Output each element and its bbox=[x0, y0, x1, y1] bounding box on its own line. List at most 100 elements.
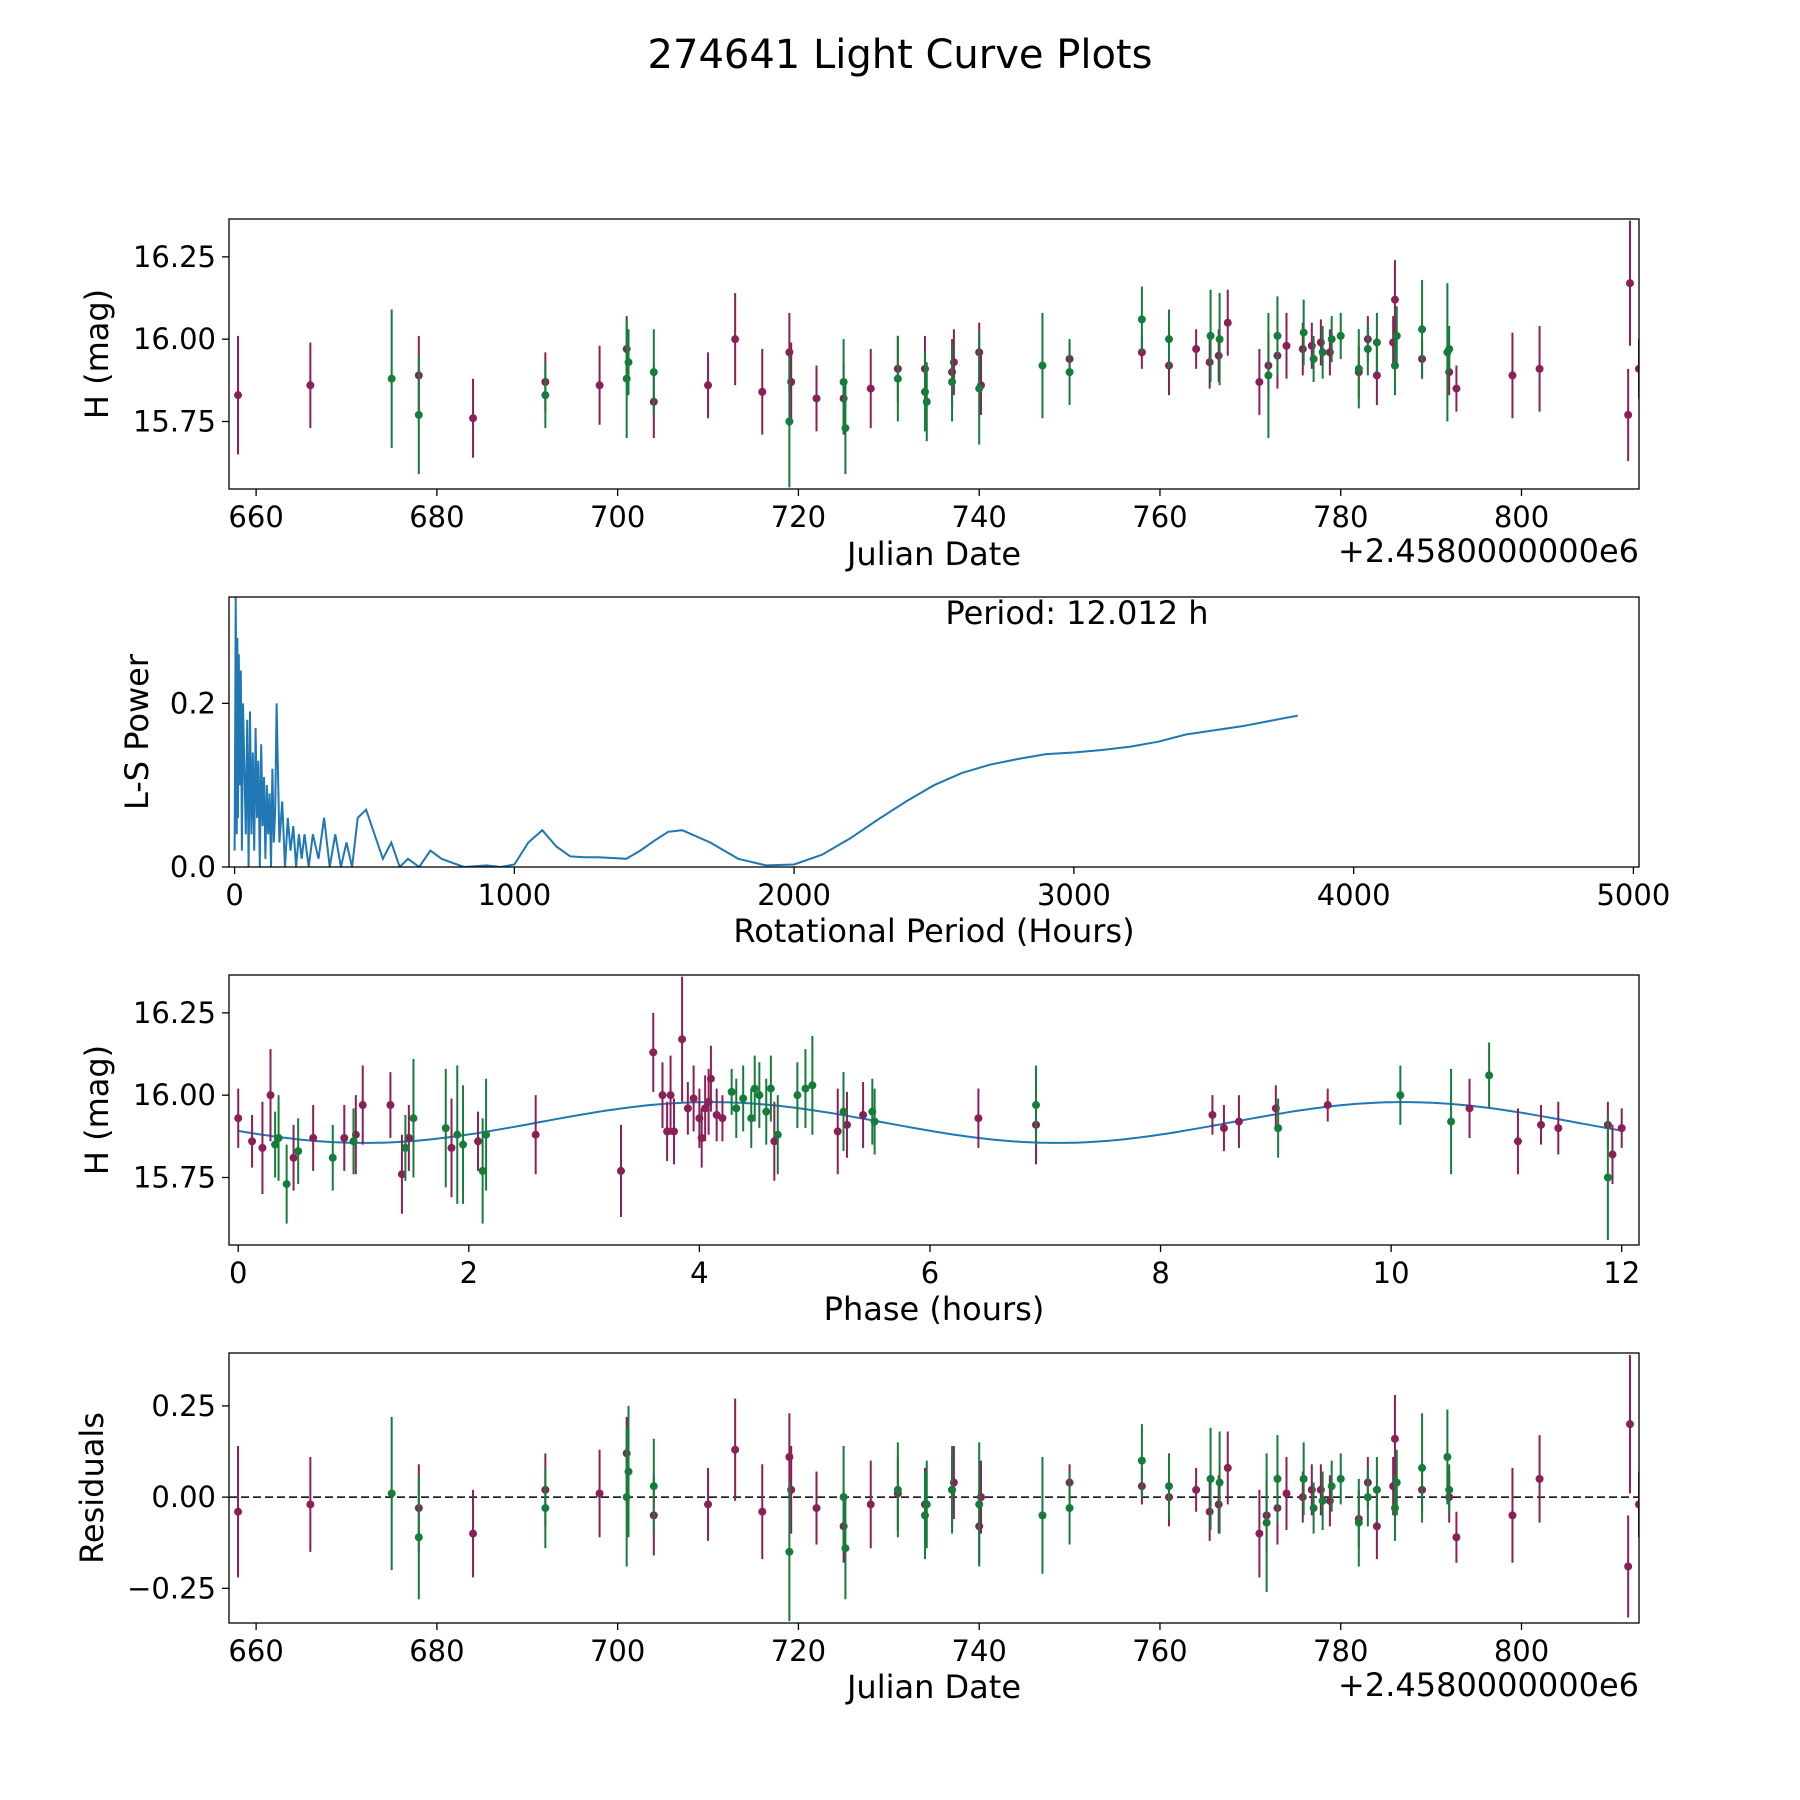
phased-x-tick-label: 6 bbox=[921, 1256, 939, 1290]
lightcurve-data-point bbox=[414, 410, 423, 419]
residuals-data-point bbox=[1206, 1474, 1215, 1483]
lightcurve-data-point bbox=[1282, 341, 1291, 350]
lightcurve-data-point bbox=[1625, 279, 1634, 288]
phased-data-point bbox=[1485, 1071, 1494, 1080]
phased-data-point bbox=[666, 1091, 675, 1100]
residuals-y-tick-label: −0.25 bbox=[127, 1571, 216, 1605]
residuals-data-point bbox=[866, 1500, 875, 1509]
periodogram-plot-area bbox=[233, 597, 1298, 867]
lightcurve-data-point bbox=[704, 381, 713, 390]
phased-x-axis: 0 2 4 6 8 10 12 bbox=[229, 1245, 1640, 1290]
residuals-data-point bbox=[1535, 1474, 1544, 1483]
phased-y-tick-label: 15.75 bbox=[133, 1161, 216, 1195]
phased-y-tick-label: 16.00 bbox=[133, 1078, 216, 1112]
lightcurve-x-axis: 660 680 700 720 740 760 780 800 bbox=[228, 489, 1549, 534]
lightcurve-data-point bbox=[469, 414, 478, 423]
phased-data-point bbox=[697, 1133, 706, 1142]
residuals-y-label: Residuals bbox=[73, 1412, 111, 1564]
residuals-data-point bbox=[731, 1445, 740, 1454]
phased-data-point bbox=[766, 1084, 775, 1093]
phased-data-point bbox=[1208, 1110, 1217, 1119]
residuals-plot-area bbox=[229, 1354, 1639, 1622]
lightcurve-x-label: Julian Date bbox=[845, 535, 1021, 573]
periodogram-x-tick-label: 0 bbox=[225, 878, 243, 912]
phased-data-point bbox=[1513, 1137, 1522, 1146]
residuals-x-axis: 660 680 700 720 740 760 780 800 bbox=[228, 1623, 1549, 1668]
residuals-data-point bbox=[1327, 1482, 1336, 1491]
phased-data-point bbox=[1323, 1101, 1332, 1110]
lightcurve-x-tick-label: 720 bbox=[771, 500, 826, 534]
phased-data-point bbox=[266, 1091, 275, 1100]
lightcurve-data-point bbox=[1038, 361, 1047, 370]
lightcurve-data-point bbox=[975, 384, 984, 393]
lightcurve-data-point bbox=[1390, 295, 1399, 304]
residuals-data-point bbox=[1038, 1511, 1047, 1520]
lightcurve-data-point bbox=[387, 374, 396, 383]
lightcurve-plot-area bbox=[234, 220, 1639, 488]
residuals-x-tick-label: 700 bbox=[590, 1634, 645, 1668]
phased-data-point bbox=[289, 1153, 298, 1162]
phased-data-point bbox=[755, 1091, 764, 1100]
periodogram-y-tick-label: 0.2 bbox=[170, 686, 216, 720]
residuals-data-point bbox=[1418, 1463, 1427, 1472]
residuals-data-point bbox=[841, 1544, 850, 1553]
phased-data-point bbox=[358, 1101, 367, 1110]
lightcurve-x-tick-label: 760 bbox=[1132, 500, 1187, 534]
residuals-data-point bbox=[1318, 1496, 1327, 1505]
phased-data-point bbox=[271, 1140, 280, 1149]
residuals-data-point bbox=[1273, 1474, 1282, 1483]
residuals-data-point bbox=[893, 1485, 902, 1494]
phased-data-point bbox=[683, 1104, 692, 1113]
phased-x-tick-label: 8 bbox=[1151, 1256, 1169, 1290]
residuals-data-point bbox=[1363, 1493, 1372, 1502]
residuals-x-tick-label: 740 bbox=[952, 1634, 1007, 1668]
residuals-frame bbox=[228, 1352, 1640, 1624]
lightcurve-y-tick-label: 16.00 bbox=[133, 322, 216, 356]
lightcurve-data-point bbox=[1137, 315, 1146, 324]
periodogram-panel: 0 1000 2000 3000 4000 5000 0.0 0.2 Period: 12.… bbox=[118, 594, 1670, 950]
phased-data-point bbox=[1396, 1091, 1405, 1100]
residuals-x-tick-label: 680 bbox=[409, 1634, 464, 1668]
phased-y-tick-label: 16.25 bbox=[133, 996, 216, 1030]
residuals-data-point bbox=[1443, 1452, 1452, 1461]
residuals-data-point bbox=[1508, 1511, 1517, 1520]
phased-data-point bbox=[762, 1107, 771, 1116]
lightcurve-x-offset: +2.4580000000e6 bbox=[1338, 532, 1639, 570]
period-annotation: Period: 12.012 h bbox=[945, 594, 1208, 632]
residuals-data-point bbox=[704, 1500, 713, 1509]
lightcurve-data-point bbox=[866, 384, 875, 393]
phased-data-point bbox=[1603, 1173, 1612, 1182]
phased-data-point bbox=[739, 1094, 748, 1103]
lightcurve-x-tick-label: 780 bbox=[1313, 500, 1368, 534]
lightcurve-data-point bbox=[1215, 335, 1224, 344]
phased-data-point bbox=[701, 1104, 710, 1113]
phased-data-point bbox=[328, 1153, 337, 1162]
phased-data-point bbox=[401, 1143, 410, 1152]
phased-data-point bbox=[974, 1114, 983, 1123]
lightcurve-data-point bbox=[595, 381, 604, 390]
phased-data-point bbox=[482, 1130, 491, 1139]
lightcurve-data-point bbox=[624, 358, 633, 367]
phased-data-point bbox=[409, 1114, 418, 1123]
phased-data-point bbox=[616, 1166, 625, 1175]
residuals-data-point bbox=[306, 1500, 315, 1509]
phased-data-point bbox=[808, 1081, 817, 1090]
residuals-data-point bbox=[1354, 1518, 1363, 1527]
phased-x-tick-label: 0 bbox=[229, 1256, 247, 1290]
phased-data-point bbox=[770, 1137, 779, 1146]
phased-data-point bbox=[1537, 1120, 1546, 1129]
lightcurve-y-axis: 15.75 16.00 16.25 bbox=[133, 240, 229, 439]
residuals-data-point bbox=[469, 1529, 478, 1538]
residuals-data-point bbox=[1192, 1485, 1201, 1494]
residuals-data-point bbox=[1336, 1474, 1345, 1483]
phased-data-point bbox=[309, 1133, 318, 1142]
residuals-data-point bbox=[1255, 1529, 1264, 1538]
lightcurve-x-tick-label: 700 bbox=[590, 500, 645, 534]
phased-data-point bbox=[718, 1114, 727, 1123]
residuals-data-point bbox=[948, 1485, 957, 1494]
periodogram-x-label: Rotational Period (Hours) bbox=[733, 912, 1134, 950]
phased-data-point bbox=[397, 1170, 406, 1179]
lightcurve-data-point bbox=[812, 394, 821, 403]
lightcurve-data-point bbox=[1624, 410, 1633, 419]
